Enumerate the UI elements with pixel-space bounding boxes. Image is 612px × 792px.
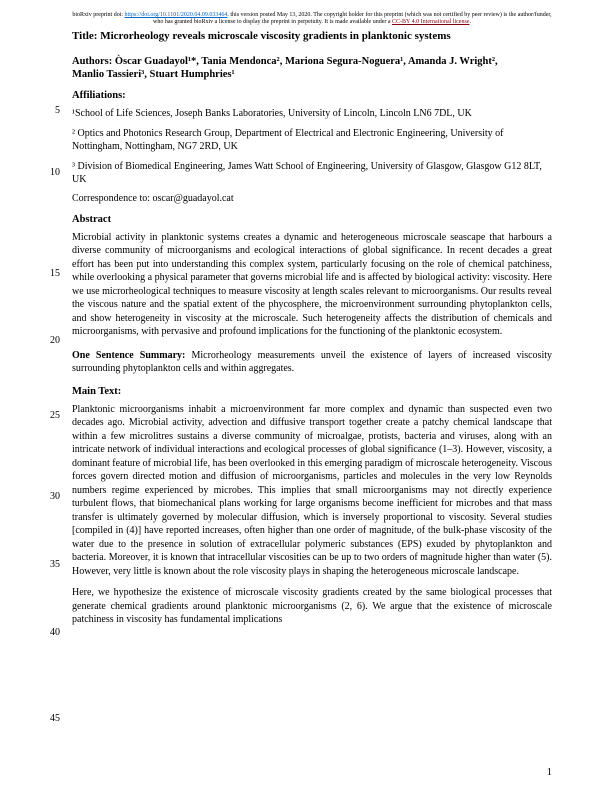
- one-sentence-summary: One Sentence Summary: Microrheology meas…: [72, 349, 552, 376]
- affiliation-2: ² Optics and Photonics Research Group, D…: [72, 127, 552, 154]
- authors-line-2: Manlio Tassieri³, Stuart Humphries¹: [72, 69, 552, 80]
- page-content: bioRxiv preprint doi: https://doi.org/10…: [0, 0, 612, 649]
- preprint-prefix: bioRxiv preprint doi:: [72, 12, 124, 18]
- paper-title: Title: Microrheology reveals microscale …: [72, 30, 552, 42]
- affiliation-1: ¹School of Life Sciences, Joseph Banks L…: [72, 107, 552, 121]
- line-number: 30: [50, 491, 60, 502]
- authors-label: Authors:: [72, 56, 115, 67]
- affiliation-3: ³ Division of Biomedical Engineering, Ja…: [72, 160, 552, 187]
- line-number: 15: [50, 268, 60, 279]
- cc-license-link[interactable]: CC-BY 4.0 International license: [392, 19, 469, 25]
- main-text-head: Main Text:: [72, 386, 552, 397]
- affiliations-head: Affiliations:: [72, 90, 552, 101]
- line-number: 20: [50, 335, 60, 346]
- abstract-head: Abstract: [72, 214, 552, 225]
- line-number: 10: [50, 167, 60, 178]
- line-number: 40: [50, 627, 60, 638]
- preprint-posted: this version posted May 13, 2020.: [229, 12, 313, 18]
- oss-label: One Sentence Summary:: [72, 350, 191, 361]
- authors-line-1: Òscar Guadayol¹*, Tania Mendonca², Mario…: [115, 56, 498, 67]
- line-number: 45: [50, 713, 60, 724]
- page-number: 1: [547, 767, 552, 778]
- main-paragraph-1: Planktonic microorganisms inhabit a micr…: [72, 403, 552, 579]
- line-number: 5: [55, 105, 60, 116]
- authors-line: Authors: Òscar Guadayol¹*, Tania Mendonc…: [72, 56, 552, 67]
- correspondence: Correspondence to: oscar@guadayol.cat: [72, 193, 552, 204]
- preprint-header: bioRxiv preprint doi: https://doi.org/10…: [72, 12, 552, 26]
- line-number: 35: [50, 559, 60, 570]
- main-paragraph-2: Here, we hypothesize the existence of mi…: [72, 586, 552, 627]
- preprint-dot2: .: [469, 19, 471, 25]
- line-number: 25: [50, 410, 60, 421]
- doi-link[interactable]: https://doi.org/10.1101/2020.04.09.03346…: [125, 12, 228, 18]
- abstract-text: Microbial activity in planktonic systems…: [72, 231, 552, 339]
